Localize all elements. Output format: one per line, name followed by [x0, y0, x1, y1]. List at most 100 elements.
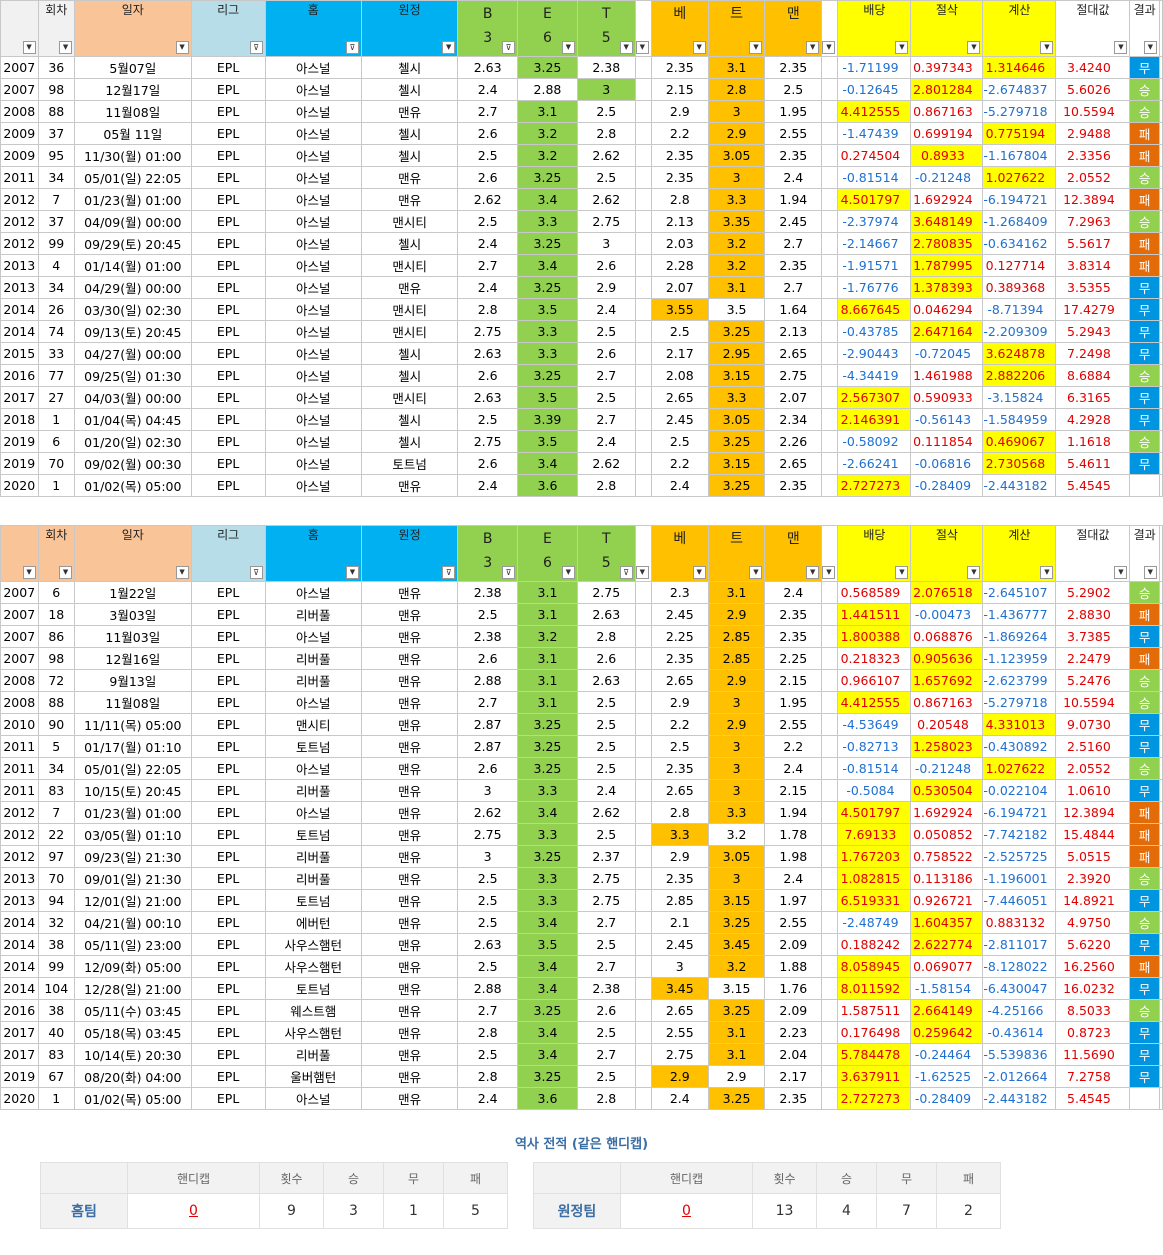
- cell-cut[interactable]: -0.72045: [910, 342, 984, 365]
- filter-dropdown-icon[interactable]: ▼: [175, 41, 189, 54]
- cell-home[interactable]: 아스널: [264, 100, 362, 123]
- cell-cut[interactable]: 2.780835: [910, 232, 984, 255]
- cell-e[interactable]: 3.1: [517, 691, 578, 714]
- cell-home[interactable]: 웨스트햄: [264, 999, 362, 1022]
- cell-away[interactable]: 맨시티: [360, 298, 459, 321]
- cell-result[interactable]: 무: [1129, 713, 1160, 736]
- cell-empty[interactable]: [1158, 474, 1163, 497]
- cell-league[interactable]: EPL: [190, 452, 266, 475]
- cell-t[interactable]: 2.5: [576, 757, 636, 780]
- cell-cut[interactable]: 0.069077: [910, 955, 984, 978]
- cell-be[interactable]: 2.2: [650, 122, 709, 145]
- cell-odds[interactable]: 7.69133: [837, 823, 912, 846]
- cell-year[interactable]: 2019: [0, 1065, 39, 1088]
- cell-b[interactable]: 3: [457, 779, 519, 802]
- cell-odds[interactable]: 0.568589: [837, 581, 912, 604]
- cell-result[interactable]: 무: [1129, 933, 1160, 956]
- cell-empty[interactable]: [1158, 1087, 1163, 1110]
- cell-t2[interactable]: 2.8: [707, 78, 766, 101]
- cell-e[interactable]: 3.3: [517, 210, 578, 233]
- filter-dropdown-icon[interactable]: ▼: [59, 566, 73, 579]
- cell-e[interactable]: 3.25: [517, 166, 578, 189]
- cell-empty[interactable]: [634, 845, 652, 868]
- cell-man[interactable]: 2.75: [764, 364, 823, 387]
- cell-result[interactable]: 패: [1129, 144, 1160, 167]
- cell-empty[interactable]: [1158, 276, 1163, 299]
- cell-home[interactable]: 아스널: [264, 78, 362, 101]
- cell-year[interactable]: 2007: [0, 56, 39, 79]
- cell-e[interactable]: 3.25: [517, 845, 578, 868]
- cell-b[interactable]: 2.38: [457, 625, 519, 648]
- cell-calc[interactable]: -2.811017: [982, 933, 1057, 956]
- cell-round[interactable]: 5: [37, 735, 76, 758]
- cell-result[interactable]: 승: [1129, 911, 1160, 934]
- cell-man[interactable]: 2.15: [764, 779, 823, 802]
- cell-empty[interactable]: [634, 801, 652, 824]
- cell-league[interactable]: EPL: [190, 603, 266, 626]
- cell-e[interactable]: 3.25: [517, 364, 578, 387]
- cell-empty[interactable]: [634, 933, 652, 956]
- cell-league[interactable]: EPL: [190, 999, 266, 1022]
- cell-empty[interactable]: [634, 757, 652, 780]
- cell-away[interactable]: 맨시티: [360, 320, 459, 343]
- cell-b[interactable]: 2.88: [457, 669, 519, 692]
- cell-t2[interactable]: 3.15: [707, 452, 766, 475]
- cell-away[interactable]: 첼시: [360, 122, 459, 145]
- cell-empty[interactable]: [821, 364, 839, 387]
- cell-year[interactable]: 2007: [0, 625, 39, 648]
- cell-round[interactable]: 83: [37, 779, 76, 802]
- cell-date[interactable]: 11월03일: [74, 625, 192, 648]
- cell-be[interactable]: 2.9: [650, 1065, 709, 1088]
- cell-calc[interactable]: -5.539836: [982, 1043, 1057, 1066]
- filter-dropdown-icon[interactable]: ▼: [1114, 566, 1128, 579]
- cell-empty[interactable]: [634, 713, 652, 736]
- cell-odds[interactable]: 1.587511: [837, 999, 912, 1022]
- cell-t[interactable]: 2.5: [576, 1021, 636, 1044]
- cell-be[interactable]: 2.9: [650, 845, 709, 868]
- cell-t2[interactable]: 3.05: [707, 408, 766, 431]
- cell-league[interactable]: EPL: [190, 342, 266, 365]
- cell-man[interactable]: 2.2: [764, 735, 823, 758]
- cell-abs[interactable]: 3.4240: [1055, 56, 1131, 79]
- cell-round[interactable]: 88: [37, 691, 76, 714]
- cell-odds[interactable]: 3.637911: [837, 1065, 912, 1088]
- cell-result[interactable]: [1129, 474, 1160, 497]
- cell-man[interactable]: 2.25: [764, 647, 823, 670]
- cell-result[interactable]: 패: [1129, 254, 1160, 277]
- cell-be[interactable]: 2.85: [650, 889, 709, 912]
- cell-t2[interactable]: 3.25: [707, 911, 766, 934]
- cell-year[interactable]: 2013: [0, 276, 39, 299]
- cell-empty[interactable]: [821, 801, 839, 824]
- cell-empty[interactable]: [821, 911, 839, 934]
- cell-empty[interactable]: [634, 691, 652, 714]
- cell-abs[interactable]: 3.8314: [1055, 254, 1131, 277]
- cell-date[interactable]: 01/17(월) 01:10: [74, 735, 192, 758]
- cell-abs[interactable]: 2.3920: [1055, 867, 1131, 890]
- cell-be[interactable]: 2.35: [650, 867, 709, 890]
- cell-t2[interactable]: 3: [707, 867, 766, 890]
- cell-league[interactable]: EPL: [190, 779, 266, 802]
- cell-away[interactable]: 맨유: [360, 713, 459, 736]
- cell-calc[interactable]: 3.624878: [982, 342, 1057, 365]
- cell-b[interactable]: 2.5: [457, 911, 519, 934]
- cell-b[interactable]: 2.63: [457, 386, 519, 409]
- filter-active-icon[interactable]: ⊽: [249, 41, 263, 54]
- cell-t2[interactable]: 3.5: [707, 298, 766, 321]
- cell-empty[interactable]: [821, 408, 839, 431]
- cell-cut[interactable]: -0.56143: [910, 408, 984, 431]
- cell-league[interactable]: EPL: [190, 408, 266, 431]
- cell-away[interactable]: 첼시: [360, 144, 459, 167]
- cell-b[interactable]: 2.4: [457, 474, 519, 497]
- cell-b[interactable]: 2.7: [457, 999, 519, 1022]
- cell-t[interactable]: 2.8: [576, 1087, 636, 1110]
- cell-cut[interactable]: -1.62525: [910, 1065, 984, 1088]
- cell-home[interactable]: 아스널: [264, 408, 362, 431]
- cell-e[interactable]: 3.4: [517, 188, 578, 211]
- cell-man[interactable]: 2.7: [764, 232, 823, 255]
- cell-t[interactable]: 2.5: [576, 1065, 636, 1088]
- cell-t[interactable]: 2.63: [576, 603, 636, 626]
- cell-empty[interactable]: [634, 78, 652, 101]
- cell-league[interactable]: EPL: [190, 911, 266, 934]
- cell-date[interactable]: 11월08일: [74, 100, 192, 123]
- cell-empty[interactable]: [821, 1021, 839, 1044]
